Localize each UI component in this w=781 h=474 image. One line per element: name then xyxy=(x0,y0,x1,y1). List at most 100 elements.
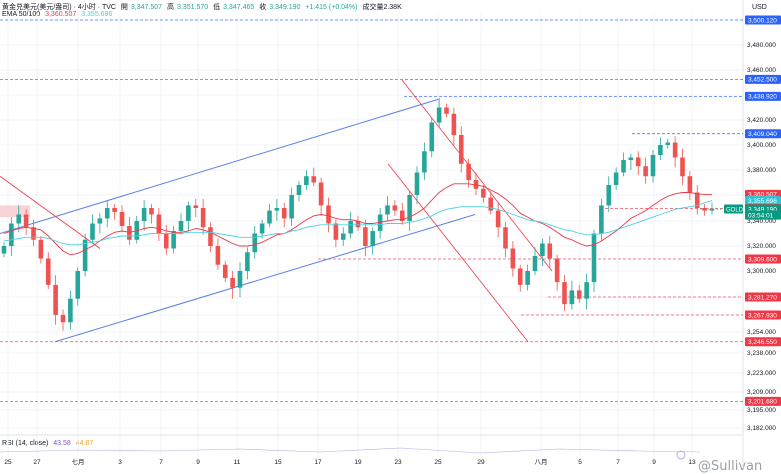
candle-body xyxy=(709,209,715,211)
y-axis-tick-label: 3,195.000 xyxy=(747,407,776,414)
alarm-icon xyxy=(676,450,686,460)
candle-body xyxy=(186,205,191,221)
price-level-tag-label: 3,267.930 xyxy=(748,312,777,319)
candle-body xyxy=(532,256,538,271)
candle-body xyxy=(222,264,228,278)
candle-body xyxy=(82,239,88,271)
candle-body xyxy=(680,157,685,177)
rsi-value-1: 43.58 xyxy=(53,440,71,447)
x-axis-tick-label: 11 xyxy=(234,459,241,466)
y-axis-tick-label: 3,420.000 xyxy=(747,117,776,124)
x-axis-tick-label: 七月 xyxy=(72,457,85,466)
x-axis-tick-label: 15 xyxy=(274,459,282,466)
candle-body xyxy=(399,210,405,221)
candle-body xyxy=(392,205,398,211)
ema100-value: 3,355.696 xyxy=(81,11,113,18)
y-axis-tick-label: 3,238.000 xyxy=(747,350,776,357)
candle-body xyxy=(451,113,457,135)
candle-body xyxy=(68,298,73,323)
candle-body xyxy=(296,185,302,195)
price-level-tag-label: 3,409.040 xyxy=(748,131,777,138)
high-label: 高 xyxy=(167,4,175,11)
y-axis-tick-label: 3,320.000 xyxy=(747,243,776,250)
channel-lower-line xyxy=(54,214,476,343)
candle-body xyxy=(38,239,44,259)
candle-body xyxy=(237,271,243,288)
y-axis-tick-label: 3,254.000 xyxy=(747,329,776,336)
x-axis-tick-label: 23 xyxy=(394,459,402,466)
x-axis-tick-label: 17 xyxy=(314,459,322,466)
candle-body xyxy=(628,157,634,160)
channel-upper-line xyxy=(0,98,441,234)
candle-body xyxy=(171,231,176,249)
candle-body xyxy=(104,208,110,219)
candle-body xyxy=(149,208,154,215)
candle-body xyxy=(547,243,553,259)
candle-body xyxy=(363,227,368,246)
y-axis-tick-label: 3,400.000 xyxy=(747,142,776,149)
price-level-tag xyxy=(745,210,781,220)
candle-body xyxy=(156,214,162,234)
x-axis-tick-label: 八月 xyxy=(535,458,548,466)
candle-body xyxy=(245,252,250,271)
rsi-line xyxy=(0,447,701,454)
candle-body xyxy=(60,314,66,323)
candle-body xyxy=(540,243,545,256)
high-value: 3,351.570 xyxy=(177,4,209,11)
candle-body xyxy=(562,282,567,305)
candle-body xyxy=(112,208,117,212)
y-axis-tick-label: 3,300.000 xyxy=(747,268,776,275)
x-axis-tick-label: 25 xyxy=(434,459,442,466)
x-axis-tick-label: 29 xyxy=(477,459,485,466)
candle-body xyxy=(481,188,486,198)
candle-body xyxy=(687,176,693,193)
x-axis-tick-label: 9 xyxy=(652,459,656,466)
y-axis-tick-label: 3,209.000 xyxy=(747,389,776,396)
candle-body xyxy=(23,214,29,228)
x-axis-tick-label: 27 xyxy=(33,459,41,466)
candle-body xyxy=(510,248,516,269)
candle-body xyxy=(267,210,272,224)
candle-body xyxy=(613,172,619,185)
x-axis-tick-label: 19 xyxy=(354,459,362,466)
price-level-tag-label: 3,360.507 xyxy=(748,192,777,199)
candle-body xyxy=(517,268,523,285)
price-level-tag xyxy=(745,337,781,347)
candle-body xyxy=(259,223,265,234)
price-level-tag-label: 3,201.680 xyxy=(748,399,777,406)
candle-body xyxy=(333,223,339,240)
candle-body xyxy=(635,157,641,167)
candle-body xyxy=(134,221,140,240)
x-axis-tick-label: 13 xyxy=(688,459,696,466)
rsi-value-2: 44.87 xyxy=(75,440,94,447)
candle-body xyxy=(208,227,213,246)
candle-body xyxy=(473,180,479,189)
price-level-tag xyxy=(745,254,781,264)
price-level-tag xyxy=(745,15,781,25)
symbol-name[interactable]: 黄金兑美元(美元/盎司) · 4小时 · TVC xyxy=(2,4,116,11)
candle-body xyxy=(466,163,471,180)
gold-tag xyxy=(724,204,743,214)
price-level-tag-label: 3,355.696 xyxy=(748,198,777,205)
ema-legend[interactable]: EMA 50/100 3,360.507 3,355.696 xyxy=(2,11,115,18)
rsi-legend[interactable]: RSI (14, close) 43.58 44.87 xyxy=(2,440,96,447)
price-level-tag-label: 3,438.920 xyxy=(748,94,777,101)
candle-body xyxy=(340,233,346,240)
candle-body xyxy=(119,211,125,226)
candle-body xyxy=(599,205,604,234)
y-axis-tick-label: 3,380.000 xyxy=(747,167,776,174)
candle-body xyxy=(554,258,560,283)
candle-body xyxy=(436,107,442,123)
downchannel-upper-line xyxy=(401,79,553,272)
price-level-tag-label: 3,246.550 xyxy=(748,339,777,346)
candle-body xyxy=(407,195,412,221)
ema50-line xyxy=(3,183,712,256)
candle-body xyxy=(458,135,464,164)
candle-body xyxy=(53,284,58,315)
candle-body xyxy=(281,208,287,219)
price-level-tag-label: 3,500.120 xyxy=(748,17,777,24)
y-axis-tick-label: 3,480.000 xyxy=(747,42,776,49)
x-axis-tick-label: 25 xyxy=(4,459,12,466)
candle-body xyxy=(304,176,309,185)
